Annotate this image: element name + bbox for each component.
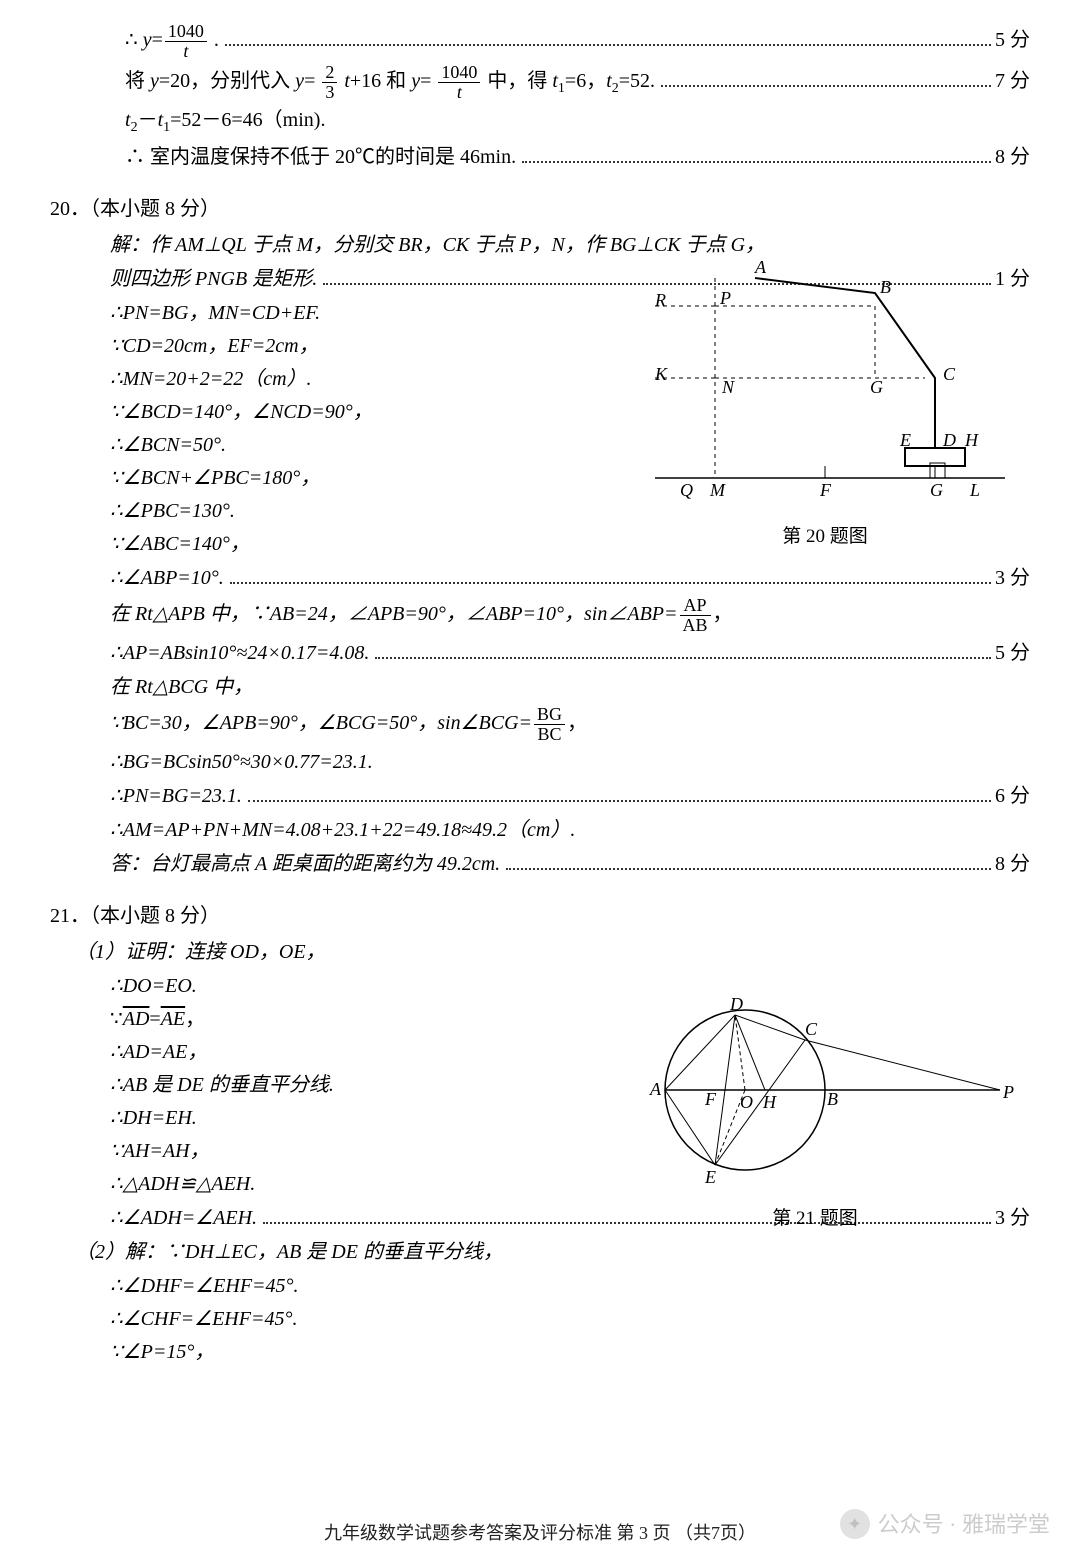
q20-l14: 在 Rt△BCG 中， xyxy=(50,671,1030,703)
svg-text:A: A xyxy=(754,258,767,277)
q20-l11: ∴∠ABP=10°.3 分 xyxy=(50,562,1030,594)
svg-text:E: E xyxy=(899,430,911,450)
q21-l9: ∴∠DHF=∠EHF=45°. xyxy=(50,1270,1030,1302)
q20-l12: 在 Rt△APB 中，∵AB=24，∠APB=90°，∠ABP=10°，sin∠… xyxy=(50,596,1030,635)
svg-text:O: O xyxy=(740,1092,753,1112)
svg-text:A: A xyxy=(649,1079,662,1099)
svg-text:D: D xyxy=(942,430,956,450)
svg-text:H: H xyxy=(964,430,979,450)
figure-20-caption: 第 20 题图 xyxy=(625,522,1025,552)
q20-l16: ∴BG=BCsin50°≈30×0.77=23.1. xyxy=(50,746,1030,778)
q20-l18: ∴AM=AP+PN+MN=4.08+23.1+22=49.18≈49.2（cm）… xyxy=(50,814,1030,846)
svg-text:E: E xyxy=(704,1167,716,1187)
q20-l17: ∴PN=BG=23.1.6 分 xyxy=(50,780,1030,812)
figure-21: D C A F O H B P E 第 21 题图 xyxy=(605,990,1025,1234)
svg-text:K: K xyxy=(654,364,668,384)
q20-header: 20．（本小题 8 分） xyxy=(50,193,1030,225)
figure-20: A B C R P K N G E D H Q M F G L 第 20 题图 xyxy=(625,258,1025,552)
svg-text:F: F xyxy=(704,1089,717,1109)
q21-l10: ∴∠CHF=∠EHF=45°. xyxy=(50,1303,1030,1335)
svg-text:B: B xyxy=(827,1089,838,1109)
points-7: 7 分 xyxy=(995,65,1030,97)
svg-text:C: C xyxy=(943,364,956,384)
svg-text:R: R xyxy=(654,290,666,310)
q21-l11: ∵∠P=15°， xyxy=(50,1336,1030,1368)
svg-text:G: G xyxy=(870,377,883,397)
svg-text:F: F xyxy=(819,480,832,500)
q20-l1: 解：作 AM⊥QL 于点 M，分别交 BR，CK 于点 P，N，作 BG⊥CK … xyxy=(50,229,1030,261)
svg-text:P: P xyxy=(719,288,731,308)
svg-text:B: B xyxy=(880,277,891,297)
points-5: 5 分 xyxy=(995,24,1030,56)
wechat-icon: ✦ xyxy=(840,1509,870,1539)
svg-text:H: H xyxy=(762,1092,777,1112)
svg-text:P: P xyxy=(1002,1082,1014,1102)
svg-text:M: M xyxy=(709,480,726,500)
svg-text:N: N xyxy=(721,377,735,397)
q21-p2: （2）解：∵DH⊥EC，AB 是 DE 的垂直平分线， xyxy=(50,1236,1030,1268)
q20-l19: 答：台灯最高点 A 距桌面的距离约为 49.2cm.8 分 xyxy=(50,848,1030,880)
svg-text:C: C xyxy=(805,1019,818,1039)
q21-header: 21．（本小题 8 分） xyxy=(50,900,1030,932)
q20-l13: ∴AP=ABsin10°≈24×0.17=4.08.5 分 xyxy=(50,637,1030,669)
line-t2-t1: t2－t1=52－6=46（min). xyxy=(50,104,1030,139)
watermark: ✦ 公众号 · 雅瑞学堂 xyxy=(840,1507,1050,1542)
line-y-1040t: ∴ y=1040t . 5 分 xyxy=(50,22,1030,61)
figure-21-caption: 第 21 题图 xyxy=(605,1204,1025,1234)
points-8: 8 分 xyxy=(995,141,1030,173)
line-substitute: 将 y=20，分别代入 y= 23 t+16 和 y= 1040t 中，得 t1… xyxy=(50,63,1030,102)
q20-l15: ∵BC=30，∠APB=90°，∠BCG=50°，sin∠BCG=BGBC， xyxy=(50,705,1030,744)
svg-text:G: G xyxy=(930,480,943,500)
line-46min: ∴ 室内温度保持不低于 20℃的时间是 46min. 8 分 xyxy=(50,141,1030,173)
svg-text:L: L xyxy=(969,480,980,500)
svg-text:Q: Q xyxy=(680,480,693,500)
q21-p1: （1）证明：连接 OD，OE， xyxy=(50,936,1030,968)
svg-text:D: D xyxy=(729,994,743,1014)
